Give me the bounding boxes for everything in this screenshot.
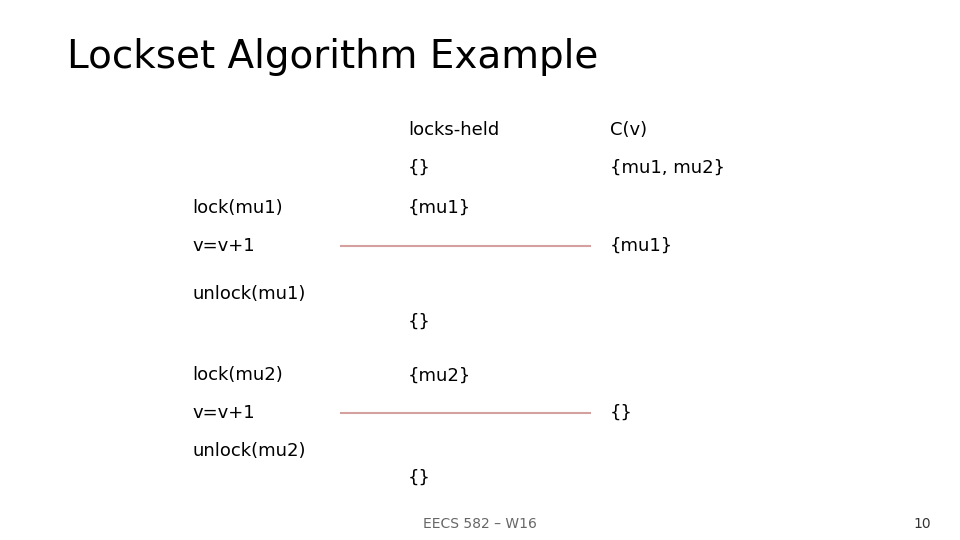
Text: lock(mu2): lock(mu2) [192, 366, 283, 384]
Text: {mu1}: {mu1} [408, 199, 471, 217]
Text: EECS 582 – W16: EECS 582 – W16 [423, 517, 537, 531]
Text: {mu1, mu2}: {mu1, mu2} [610, 158, 725, 177]
Text: v=v+1: v=v+1 [192, 404, 254, 422]
Text: {}: {} [408, 469, 431, 487]
Text: C(v): C(v) [610, 120, 647, 139]
Text: locks-held: locks-held [408, 120, 499, 139]
Text: v=v+1: v=v+1 [192, 237, 254, 255]
Text: Lockset Algorithm Example: Lockset Algorithm Example [67, 38, 599, 76]
Text: {}: {} [610, 404, 633, 422]
Text: lock(mu1): lock(mu1) [192, 199, 282, 217]
Text: {mu1}: {mu1} [610, 237, 673, 255]
Text: 10: 10 [914, 517, 931, 531]
Text: {}: {} [408, 312, 431, 330]
Text: unlock(mu2): unlock(mu2) [192, 442, 305, 460]
Text: {mu2}: {mu2} [408, 366, 471, 384]
Text: {}: {} [408, 158, 431, 177]
Text: unlock(mu1): unlock(mu1) [192, 285, 305, 303]
